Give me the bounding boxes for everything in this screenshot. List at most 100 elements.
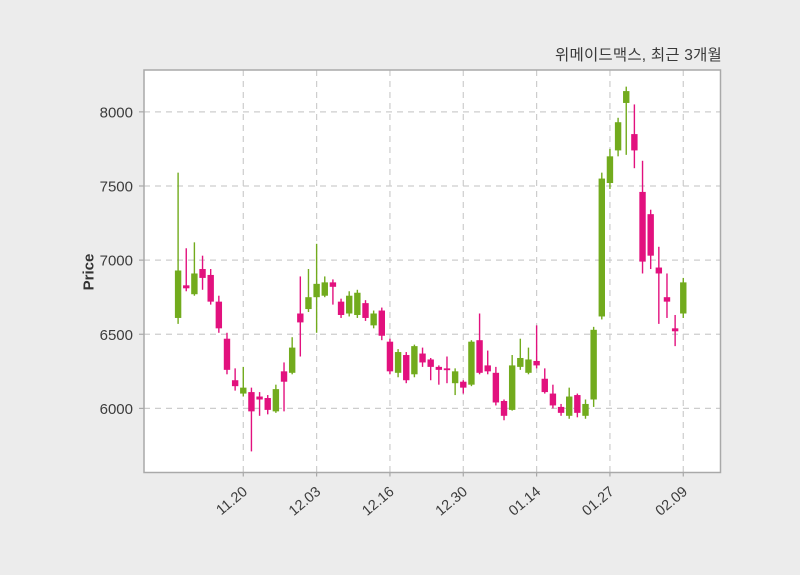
candle-up <box>517 338 524 370</box>
candle-body <box>427 359 434 367</box>
candle-down <box>647 209 654 270</box>
candle-body <box>313 283 320 298</box>
candle-up <box>394 349 402 378</box>
candle-body <box>525 359 532 373</box>
candle-down <box>280 362 288 412</box>
candle-body <box>403 355 410 381</box>
candle-body <box>354 292 361 315</box>
candle-down <box>500 399 508 421</box>
candle-up <box>191 242 198 296</box>
candle-wick <box>242 366 244 397</box>
candle-body <box>207 274 214 302</box>
candle-body <box>639 191 646 262</box>
candle-body <box>655 267 663 274</box>
candle-wick <box>193 242 196 296</box>
candle-body <box>614 122 622 151</box>
candle-down <box>231 368 239 391</box>
candle-up <box>606 148 614 189</box>
candle-up <box>508 355 516 411</box>
candle-body <box>321 282 328 296</box>
candle-body <box>223 338 231 370</box>
candle-wick <box>429 357 432 381</box>
candle-down <box>378 307 385 341</box>
candle-body <box>631 134 638 151</box>
candle-body <box>484 365 491 372</box>
candle-up <box>468 340 475 387</box>
candle-body <box>386 341 394 372</box>
candle-wick <box>307 269 310 313</box>
chart-title: 위메이드맥스, 최근 3개월 <box>555 47 722 64</box>
candle-up <box>346 291 353 317</box>
candle-down <box>655 246 663 324</box>
candle-body <box>680 282 687 314</box>
candle-body <box>508 365 516 410</box>
candle-body <box>598 178 605 317</box>
candle-body <box>174 270 182 318</box>
plot-border <box>143 69 722 474</box>
candle-down <box>386 338 394 375</box>
candle-down <box>639 160 646 274</box>
candle-up <box>525 347 532 375</box>
candle-down <box>297 276 304 357</box>
candle-body <box>329 282 337 287</box>
candle-up <box>680 277 687 318</box>
candle-down <box>435 365 443 385</box>
candle-down <box>215 295 223 333</box>
candle-body <box>297 313 304 323</box>
candle-up <box>321 276 328 298</box>
candle-wick <box>519 338 522 370</box>
candle-up <box>305 269 312 313</box>
candle-body <box>411 346 418 375</box>
candle-up <box>590 326 597 407</box>
candle-wick <box>666 273 668 318</box>
candle-down <box>183 248 190 292</box>
candle-body <box>256 396 263 400</box>
candle-up <box>582 399 589 419</box>
candle-wick <box>177 172 179 324</box>
candle-up <box>370 310 377 329</box>
x-tick-label: 12.16 <box>359 484 397 520</box>
candle-down <box>484 350 491 375</box>
candle-body <box>288 347 296 373</box>
candle-down <box>671 314 679 347</box>
candle-down <box>427 357 434 381</box>
candle-body <box>647 214 654 256</box>
x-tick-label: 01.27 <box>579 484 617 520</box>
candle-wick <box>185 248 187 292</box>
candle-up <box>288 337 296 375</box>
candle-body <box>557 406 565 413</box>
candle-down <box>574 393 581 418</box>
plot-area-background <box>144 70 721 473</box>
candle-body <box>231 380 239 387</box>
candle-body <box>533 360 540 366</box>
candle-down <box>541 368 548 394</box>
y-tick-label: 7000 <box>100 253 133 270</box>
candle-body <box>346 295 353 314</box>
candle-wick <box>283 362 285 412</box>
candle-wick <box>234 368 236 391</box>
candle-body <box>492 372 500 403</box>
candle-down <box>264 395 271 415</box>
candle-body <box>468 341 475 385</box>
candle-body <box>419 353 426 363</box>
candle-wick <box>250 387 253 452</box>
candle-up <box>411 344 418 378</box>
candle-wick <box>258 392 261 416</box>
candle-body <box>272 389 280 412</box>
candle-down <box>362 300 369 321</box>
candle-body <box>460 381 467 388</box>
candle-body <box>671 328 679 332</box>
x-tick-label: 11.20 <box>214 484 251 519</box>
candle-down <box>549 384 557 409</box>
candle-body <box>248 392 255 412</box>
candle-body <box>280 371 288 382</box>
candle-up <box>174 172 182 324</box>
candle-wick <box>658 246 660 324</box>
candle-up <box>614 117 622 157</box>
candle-down <box>329 279 337 305</box>
candle-body <box>183 285 190 289</box>
candle-wick <box>438 365 440 385</box>
candle-body <box>606 156 614 184</box>
candle-down <box>199 255 206 290</box>
